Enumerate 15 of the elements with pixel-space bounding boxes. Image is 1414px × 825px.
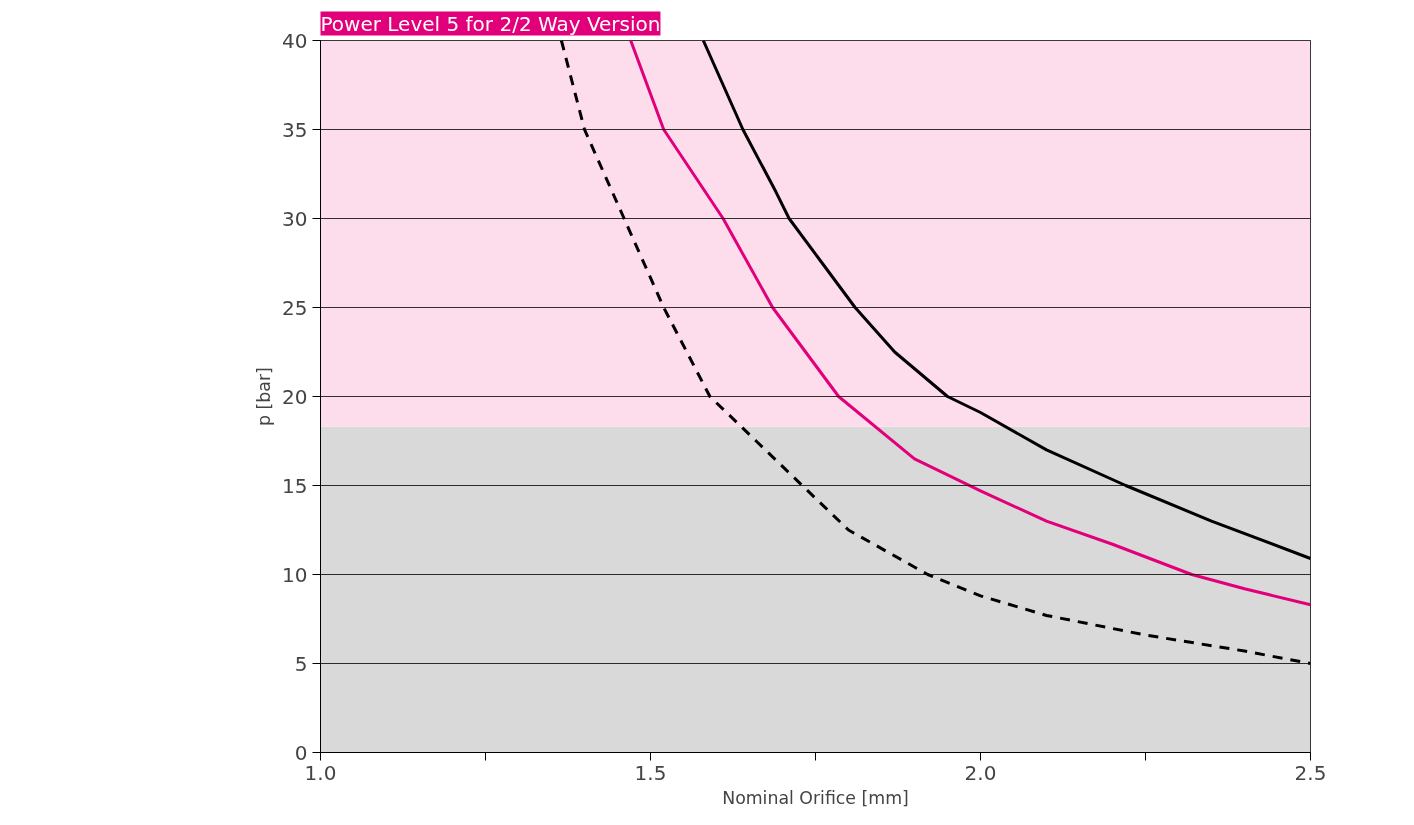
line-series — [629, 40, 1311, 607]
x-tick-label: 2.5 — [1294, 760, 1327, 785]
y-tick-label: 40 — [282, 28, 308, 53]
y-tick-label: 5 — [294, 651, 308, 676]
y-tick-label: 15 — [282, 473, 308, 498]
y-tick-label: 30 — [282, 206, 308, 231]
y-axis-title: p [bar] — [254, 367, 275, 426]
y-tick-label: 35 — [282, 117, 308, 142]
y-tick-label: 25 — [282, 295, 308, 320]
chart-title: Power Level 5 for 2/2 Way Version — [320, 11, 661, 36]
x-tick-label: 1.5 — [634, 760, 667, 785]
y-tick-label: 10 — [282, 562, 308, 587]
x-axis-title: Nominal Orifice [mm] — [722, 787, 909, 808]
x-tick-label: 2.0 — [964, 760, 997, 785]
y-tick-label: 20 — [282, 384, 308, 409]
